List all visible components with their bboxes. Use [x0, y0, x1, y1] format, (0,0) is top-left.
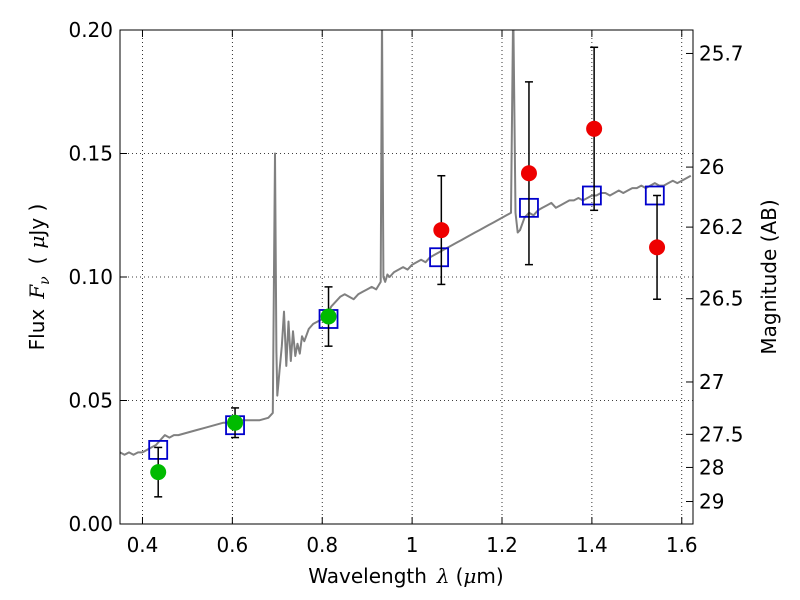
y2-tick-label: 29: [699, 490, 724, 514]
data-point: [520, 165, 537, 182]
ticks: 0.4 0.6 0.8 1 1.2 1.4 1.6 0.00 0.05 0.10 0.15 0.20 2…: [68, 18, 743, 557]
y-tick-label: 0.00: [68, 512, 113, 536]
data-point: [433, 222, 450, 239]
markers: [148, 46, 666, 498]
y-tick-label: 0.10: [68, 265, 113, 289]
y-axis-label: Flux Fν ( μJy ): [25, 204, 53, 351]
x-axis-symbol: λ: [436, 564, 450, 588]
x-tick-label: 1.2: [486, 533, 518, 557]
y-axis-unit-rest: Jy ): [25, 204, 49, 238]
data-point: [150, 464, 167, 481]
sed-line: [120, 30, 692, 456]
y-axis-unit-open: (: [25, 257, 49, 265]
x-axis-unit-rest: m): [476, 564, 503, 588]
y-axis-unit-mu: μ: [25, 236, 49, 249]
model-square: [429, 247, 449, 268]
model-square: [581, 185, 602, 206]
data-point: [649, 239, 666, 256]
y-tick-label: 0.05: [68, 389, 113, 413]
y2-tick-label: 26: [699, 155, 724, 179]
x-axis-label-text: Wavelength: [308, 564, 427, 588]
data-point: [320, 308, 337, 325]
y2-tick-label: 27.5: [699, 422, 744, 446]
x-tick-label: 1: [406, 533, 419, 557]
x-axis-unit-mu: μ: [463, 564, 476, 588]
y2-tick-label: 26.5: [699, 287, 744, 311]
x-tick-label: 1.4: [576, 533, 608, 557]
y-tick-label: 0.20: [68, 18, 113, 42]
y-axis-symbol: F: [25, 284, 49, 300]
y2-axis-label: Magnitude (AB): [757, 199, 781, 354]
x-tick-label: 0.8: [306, 533, 338, 557]
x-tick-label: 0.4: [127, 533, 159, 557]
y2-tick-label: 27: [699, 370, 724, 394]
model-square: [644, 185, 665, 206]
y-axis-subscript: ν: [37, 276, 53, 285]
x-axis-unit-open: (: [456, 564, 464, 588]
y-tick-label: 0.15: [68, 142, 113, 166]
y-axis-label-text: Flux: [25, 309, 49, 351]
y2-tick-label: 25.7: [699, 41, 744, 65]
x-tick-label: 1.6: [666, 533, 698, 557]
plot-area: [120, 30, 692, 456]
x-tick-label: 0.6: [216, 533, 248, 557]
y2-tick-label: 28: [699, 455, 724, 479]
data-point: [227, 414, 244, 431]
data-point: [586, 120, 603, 137]
x-axis-label: Wavelength λ (μm): [308, 564, 503, 588]
y2-tick-label: 26.2: [699, 215, 744, 239]
